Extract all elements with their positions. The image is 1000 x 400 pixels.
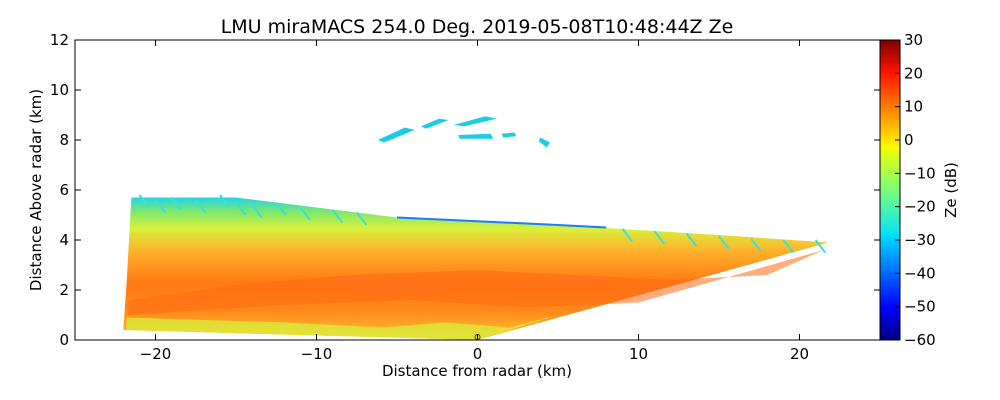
colorbar-tick-label: 0	[904, 131, 914, 149]
x-tick-label: −20	[140, 345, 172, 363]
colorbar-tick-label: 20	[904, 64, 923, 82]
x-tick-label: 20	[790, 345, 809, 363]
y-tick-label: 0	[59, 331, 69, 349]
upper-cloud-fragment	[538, 137, 550, 148]
x-axis-label: Distance from radar (km)	[382, 362, 572, 380]
colorbar-tick-label: −40	[904, 264, 936, 282]
colorbar-tick-label: 10	[904, 98, 923, 116]
echo-streak	[170, 196, 183, 211]
echo-streak	[814, 239, 827, 254]
near-ground-band	[126, 315, 559, 340]
x-tick-label: 0	[473, 345, 483, 363]
x-tick-label: −10	[301, 345, 333, 363]
y-tick-label: 10	[50, 81, 69, 99]
echo-streak	[718, 235, 730, 250]
echo-streak	[138, 194, 150, 209]
y-axis-ticks: 0 2 4 6 8 10 12	[50, 31, 880, 349]
echo-streak	[653, 230, 666, 245]
layer-top-edge	[396, 216, 607, 229]
echo-streak	[355, 211, 368, 226]
colorbar-tick-label: −60	[904, 331, 936, 349]
echo-streak	[275, 201, 287, 216]
echo-streak	[235, 201, 247, 216]
colorbar-tick-label: −30	[904, 231, 936, 249]
upper-cloud-fragment	[501, 132, 517, 138]
y-tick-label: 12	[50, 31, 69, 49]
y-tick-label: 2	[59, 281, 69, 299]
colorbar	[879, 39, 901, 341]
upper-cloud-fragment	[458, 133, 494, 139]
echo-streak	[686, 233, 698, 247]
echo-streak	[621, 228, 633, 242]
chart-title: LMU miraMACS 254.0 Deg. 2019-05-08T10:48…	[221, 16, 734, 38]
colorbar-tick-label: 30	[904, 31, 923, 49]
x-tick-label: 10	[629, 345, 648, 363]
echo-streak	[194, 199, 207, 214]
echo-streak	[219, 194, 231, 209]
upper-cloud-fragment	[421, 118, 449, 129]
y-tick-label: 6	[59, 181, 69, 199]
colorbar-tick-label: −20	[904, 198, 936, 216]
echo-streak	[251, 204, 263, 219]
echo-streak	[299, 206, 311, 221]
colorbar-label: Ze (dB)	[942, 162, 960, 218]
y-tick-label: 8	[59, 131, 69, 149]
main-echo-layer	[123, 197, 829, 340]
echo-streak	[331, 209, 344, 224]
colorbar-ticks: 30 20 10 0 −10 −20 −30 −40 −50 −60	[895, 31, 936, 349]
upper-cloud-fragment	[377, 127, 415, 143]
y-axis-label: Distance Above radar (km)	[27, 89, 45, 291]
echo-streak	[154, 199, 166, 214]
colorbar-tick-label: −10	[904, 164, 936, 182]
y-tick-label: 4	[59, 231, 69, 249]
colorbar-tick-label: −50	[904, 298, 936, 316]
echo-core	[128, 250, 824, 315]
echo-streak	[750, 238, 762, 252]
radar-data-layer	[123, 116, 829, 340]
upper-cloud-fragment	[453, 116, 497, 127]
echo-streak	[782, 239, 794, 254]
x-axis-ticks: −20 −10 0 10 20	[140, 40, 809, 363]
